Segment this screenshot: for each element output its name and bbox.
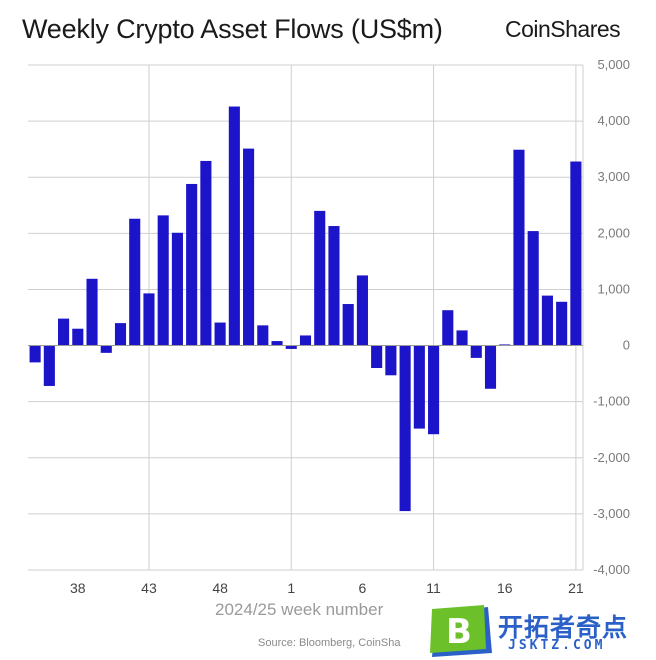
bar-week-11 — [428, 345, 440, 435]
source-note: Source: Bloomberg, CoinSha — [258, 637, 401, 649]
bar-week-4 — [328, 226, 340, 346]
bar-week-45 — [171, 232, 183, 346]
y-tick-label: -1,000 — [593, 394, 630, 409]
y-tick-label: -2,000 — [593, 450, 630, 465]
bar-week-12 — [442, 310, 454, 346]
bar-week-8 — [385, 345, 397, 376]
bar-week-35 — [29, 345, 41, 363]
y-tick-label: 1,000 — [597, 281, 630, 296]
bars-layer — [29, 106, 582, 512]
bar-week-3 — [314, 210, 326, 346]
bar-week-18 — [527, 231, 539, 346]
chart-title: Weekly Crypto Asset Flows (US$m) — [22, 14, 443, 44]
bar-week-21 — [570, 161, 582, 346]
x-tick-label: 43 — [141, 580, 157, 596]
watermark-domain: JSKTZ.COM — [508, 638, 606, 653]
bar-week-15 — [484, 345, 497, 389]
bar-week-20 — [556, 301, 568, 346]
y-tick-label: 3,000 — [597, 169, 630, 184]
x-tick-label: 38 — [70, 580, 86, 596]
x-tick-label: 16 — [497, 580, 513, 596]
bar-week-9 — [399, 345, 411, 512]
bar-week-10 — [413, 345, 425, 429]
x-tick-label: 21 — [568, 580, 584, 596]
bar-week-7 — [371, 345, 383, 368]
x-tick-label: 11 — [426, 580, 441, 596]
y-tick-label: 0 — [623, 338, 630, 353]
bar-week-36 — [43, 345, 55, 386]
bar-week-52 — [271, 341, 283, 346]
x-tick-label: 1 — [287, 580, 295, 596]
y-tick-label: 4,000 — [597, 113, 630, 128]
bar-week-19 — [541, 295, 553, 346]
bar-week-14 — [470, 345, 482, 358]
bar-week-40 — [100, 345, 112, 353]
y-tick-label: -3,000 — [593, 506, 630, 521]
bar-week-48 — [214, 322, 226, 346]
x-tick-label: 6 — [359, 580, 367, 596]
axis-layer: 5,000 4,000 3,000 2,000 1,000 0 -1,000 -2,000 -3… — [28, 57, 630, 596]
bar-week-51 — [257, 325, 269, 346]
bar-week-1 — [285, 345, 297, 349]
bar-week-17 — [513, 149, 525, 346]
watermark-logo-icon: B — [430, 605, 492, 657]
bar-week-5 — [342, 304, 354, 346]
watermark: B 开拓者奇点 JSKTZ.COM — [428, 605, 656, 660]
bar-week-50 — [243, 148, 255, 346]
bar-week-6 — [356, 275, 368, 346]
watermark-text: 开拓者奇点 — [498, 613, 629, 642]
x-axis-label: 2024/25 week number — [215, 600, 384, 619]
bar-week-2 — [299, 335, 312, 346]
svg-text:B: B — [446, 612, 472, 652]
bar-week-49 — [228, 106, 240, 346]
y-tick-label: 2,000 — [597, 225, 630, 240]
bar-week-16 — [499, 344, 511, 346]
bar-week-41 — [114, 323, 127, 346]
grid-layer — [28, 64, 584, 571]
x-tick-label: 48 — [212, 580, 228, 596]
bar-week-13 — [456, 330, 468, 346]
bar-week-46 — [186, 183, 198, 346]
y-tick-label: -4,000 — [593, 562, 630, 577]
bar-week-47 — [200, 160, 212, 346]
bar-week-43 — [143, 293, 155, 346]
bar-week-42 — [129, 218, 141, 346]
brand-logo: CoinShares — [505, 16, 621, 42]
bar-week-38 — [72, 328, 84, 346]
bar-week-37 — [58, 318, 70, 346]
y-tick-label: 5,000 — [597, 57, 630, 72]
bar-week-39 — [86, 278, 98, 346]
bar-week-44 — [157, 215, 169, 346]
